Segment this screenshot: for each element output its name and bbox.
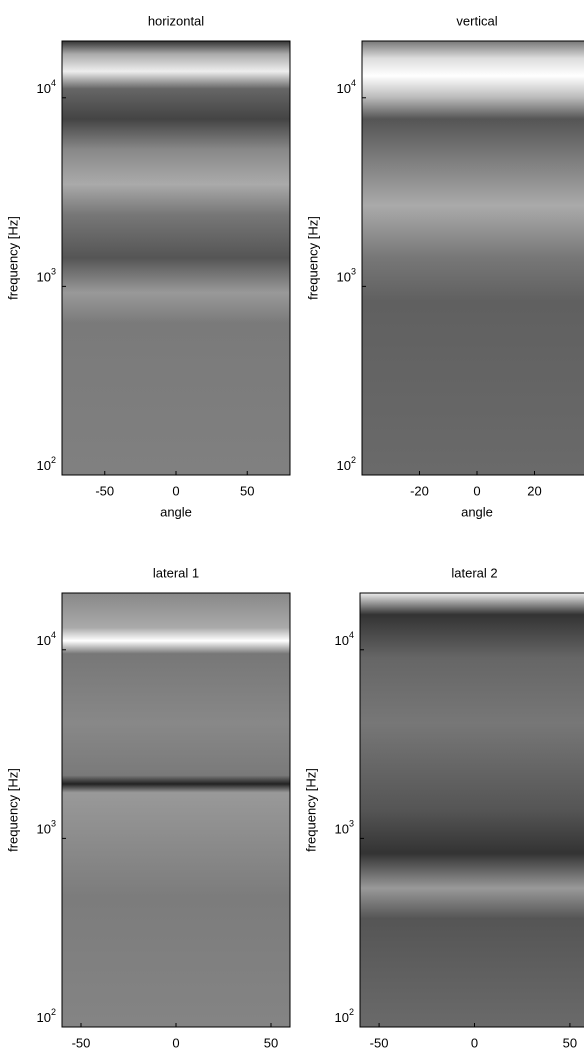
y-tick-label: 102 xyxy=(37,1007,56,1025)
heatmap-image xyxy=(62,41,290,475)
y-tick-label: 102 xyxy=(37,455,56,473)
x-axis-label: angle xyxy=(160,1056,192,1059)
panel-title: lateral 2 xyxy=(451,565,497,580)
tick-base: 10 xyxy=(337,270,351,285)
y-tick-label: 104 xyxy=(37,630,56,648)
heatmap-image xyxy=(362,41,584,475)
y-tick-label: 102 xyxy=(335,1007,354,1025)
y-tick-label: 103 xyxy=(337,267,356,285)
y-axis-label: frequency [Hz] xyxy=(5,768,20,852)
tick-base: 10 xyxy=(37,270,51,285)
x-tick-label: 0 xyxy=(172,483,179,498)
tick-base: 10 xyxy=(335,1010,349,1025)
tick-exponent: 4 xyxy=(349,630,354,640)
panel-title: horizontal xyxy=(148,13,204,28)
y-tick-label: 104 xyxy=(335,630,354,648)
y-axis-label: frequency [Hz] xyxy=(305,216,320,300)
x-axis-label: angle xyxy=(461,504,493,519)
tick-base: 10 xyxy=(37,633,51,648)
tick-exponent: 4 xyxy=(51,630,56,640)
x-tick-label: -50 xyxy=(370,1035,389,1050)
x-axis-label: angle xyxy=(459,1056,491,1059)
heatmap-image xyxy=(360,593,584,1027)
tick-base: 10 xyxy=(337,458,351,473)
tick-exponent: 3 xyxy=(51,819,56,829)
tick-exponent: 3 xyxy=(51,267,56,277)
x-tick-label: 0 xyxy=(172,1035,179,1050)
tick-exponent: 2 xyxy=(51,1007,56,1017)
y-tick-label: 104 xyxy=(37,78,56,96)
y-axis-label: frequency [Hz] xyxy=(5,216,20,300)
tick-base: 10 xyxy=(37,81,51,96)
tick-exponent: 2 xyxy=(349,1007,354,1017)
y-axis-label: frequency [Hz] xyxy=(303,768,318,852)
x-tick-label: 20 xyxy=(527,483,541,498)
x-tick-label: 50 xyxy=(264,1035,278,1050)
panel-title: lateral 1 xyxy=(153,565,199,580)
x-tick-label: -50 xyxy=(72,1035,91,1050)
tick-base: 10 xyxy=(37,458,51,473)
tick-exponent: 2 xyxy=(351,455,356,465)
x-tick-label: -50 xyxy=(95,483,114,498)
x-axis-label: angle xyxy=(160,504,192,519)
y-tick-label: 104 xyxy=(337,78,356,96)
y-tick-label: 103 xyxy=(37,819,56,837)
tick-exponent: 3 xyxy=(349,819,354,829)
x-tick-label: 50 xyxy=(563,1035,577,1050)
x-tick-label: 0 xyxy=(471,1035,478,1050)
tick-base: 10 xyxy=(37,822,51,837)
tick-exponent: 2 xyxy=(51,455,56,465)
tick-exponent: 4 xyxy=(51,78,56,88)
x-tick-label: -20 xyxy=(410,483,429,498)
tick-exponent: 3 xyxy=(351,267,356,277)
heatmap-image xyxy=(62,593,290,1027)
tick-base: 10 xyxy=(337,81,351,96)
x-tick-label: 50 xyxy=(240,483,254,498)
tick-exponent: 4 xyxy=(351,78,356,88)
tick-base: 10 xyxy=(335,633,349,648)
tick-base: 10 xyxy=(37,1010,51,1025)
x-tick-label: 0 xyxy=(473,483,480,498)
y-tick-label: 102 xyxy=(337,455,356,473)
y-tick-label: 103 xyxy=(37,267,56,285)
y-tick-label: 103 xyxy=(335,819,354,837)
panel-title: vertical xyxy=(456,13,497,28)
tick-base: 10 xyxy=(335,822,349,837)
